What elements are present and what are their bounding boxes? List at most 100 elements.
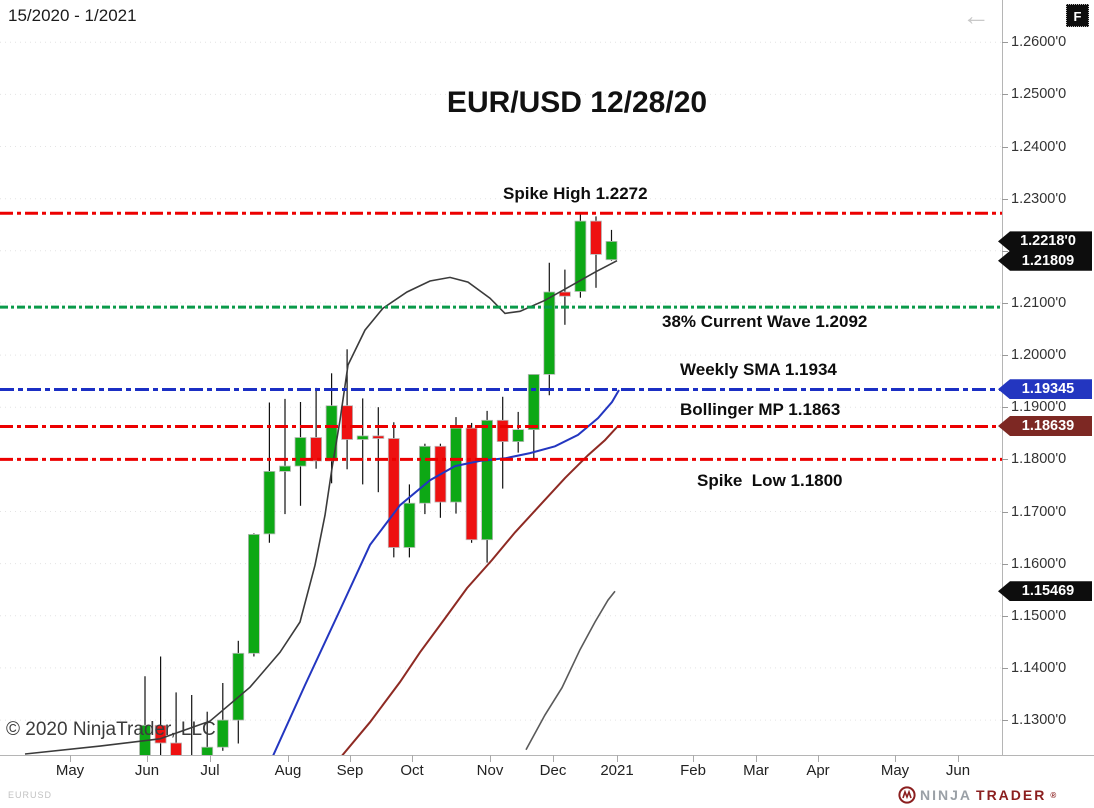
candle: [201, 711, 214, 755]
candle: [247, 533, 260, 657]
price-axis-label: 1.1400'0: [1011, 659, 1067, 676]
month-tick: [553, 755, 554, 762]
copyright-text: © 2020 NinjaTrader, LLC: [6, 719, 216, 740]
annotation-label: Bollinger MP 1.1863: [680, 400, 841, 419]
candle: [356, 398, 369, 485]
candle: [170, 692, 183, 755]
brand-name-ninja: NINJA: [920, 787, 973, 803]
price-axis-tick: [1002, 355, 1008, 357]
month-label: Mar: [743, 762, 769, 779]
month-label: May: [880, 762, 910, 779]
price-axis-tick: [1002, 615, 1008, 617]
price-axis-tick: [1002, 720, 1008, 722]
month-tick: [288, 755, 289, 762]
price-axis-tick: [1002, 563, 1008, 565]
price-axis-tick: [1002, 511, 1008, 513]
price-tag: 1.18639: [998, 416, 1092, 436]
month-label: Oct: [400, 762, 424, 779]
price-axis-tick: [1002, 407, 1008, 409]
candle: [543, 262, 556, 396]
date-range-label: 15/2020 - 1/2021: [8, 6, 137, 25]
price-axis-label: 1.2100'0: [1011, 294, 1067, 311]
price-axis-label: 1.1700'0: [1011, 503, 1067, 520]
month-label: Jun: [134, 762, 160, 779]
price-axis-label: 1.1600'0: [1011, 555, 1067, 572]
price-axis-label: 1.2000'0: [1011, 347, 1067, 364]
fast-sma-line: [24, 259, 618, 755]
price-axis-line: [1002, 0, 1003, 755]
price-tag: 1.19345: [998, 379, 1092, 400]
candle: [310, 387, 323, 469]
month-tick: [756, 755, 757, 762]
month-tick: [958, 755, 959, 762]
ninjatrader-logo: NINJA TRADER ®: [898, 786, 1056, 804]
bollinger-mid-curve: [341, 425, 619, 755]
brand-name-trader: TRADER: [976, 787, 1047, 803]
price-axis-tick: [1002, 250, 1008, 252]
chart-title: EUR/USD 12/28/20: [446, 86, 708, 119]
price-axis-label: 1.1900'0: [1011, 399, 1067, 416]
mid-sma-line: [272, 389, 620, 755]
price-axis-label: 1.1800'0: [1011, 451, 1067, 468]
candle: [605, 229, 618, 261]
month-label: Nov: [476, 762, 504, 779]
chart-canvas: [0, 41, 1002, 755]
annotation-label: Spike Low 1.1800: [697, 471, 843, 490]
candle: [372, 407, 385, 493]
ninjatrader-logo-icon: [898, 786, 916, 804]
candle: [279, 398, 291, 515]
month-label: Sep: [336, 762, 364, 779]
slow-ma-line: [525, 590, 616, 751]
candle: [294, 402, 307, 506]
candle: [496, 396, 509, 489]
month-label: Apr: [806, 762, 830, 779]
candle: [559, 269, 571, 325]
candle: [418, 443, 431, 515]
price-tag: 1.15469: [998, 581, 1092, 602]
price-axis-tick: [1002, 198, 1008, 200]
price-axis-label: 1.1300'0: [1011, 712, 1067, 729]
month-label: Jun: [945, 762, 971, 779]
candle: [232, 640, 245, 744]
month-tick: [70, 755, 71, 762]
month-tick: [895, 755, 896, 762]
candle: [139, 676, 151, 755]
candle: [512, 411, 525, 453]
price-axis-label: 1.2300'0: [1011, 190, 1067, 207]
annotation-label: Weekly SMA 1.1934: [680, 360, 837, 379]
candle: [434, 443, 447, 518]
annotation-label: Spike High 1.2272: [503, 184, 648, 203]
month-label: Jul: [200, 762, 220, 779]
time-axis-line: [0, 755, 1094, 756]
price-axis-label: 1.1500'0: [1011, 607, 1067, 624]
candle: [481, 410, 494, 563]
price-axis-tick: [1002, 146, 1008, 148]
price-axis-label: 1.2600'0: [1011, 34, 1067, 51]
price-chart: [0, 41, 1002, 755]
candle: [154, 656, 167, 755]
focus-badge-button[interactable]: F: [1066, 4, 1089, 27]
month-tick: [210, 755, 211, 762]
candle: [216, 683, 229, 751]
price-tag: 1.2218'0: [998, 231, 1092, 252]
price-tag: 1.21809: [998, 250, 1092, 271]
back-arrow-icon[interactable]: ←: [962, 0, 990, 31]
month-tick: [490, 755, 491, 762]
price-axis-tick: [1002, 42, 1008, 44]
price-axis-tick: [1002, 667, 1008, 669]
price-axis-label: 1.2400'0: [1011, 138, 1067, 155]
price-axis-tick: [1002, 459, 1008, 461]
month-label: Dec: [539, 762, 567, 779]
month-label: 2021: [600, 762, 634, 779]
month-label: May: [55, 762, 85, 779]
symbol-watermark: EURUSD: [8, 790, 53, 800]
candle: [574, 213, 587, 298]
month-label: Feb: [680, 762, 706, 779]
month-tick: [147, 755, 148, 762]
candle: [527, 373, 540, 460]
month-tick: [412, 755, 413, 762]
month-label: Aug: [274, 762, 302, 779]
month-tick: [617, 755, 618, 762]
candle: [465, 422, 478, 543]
